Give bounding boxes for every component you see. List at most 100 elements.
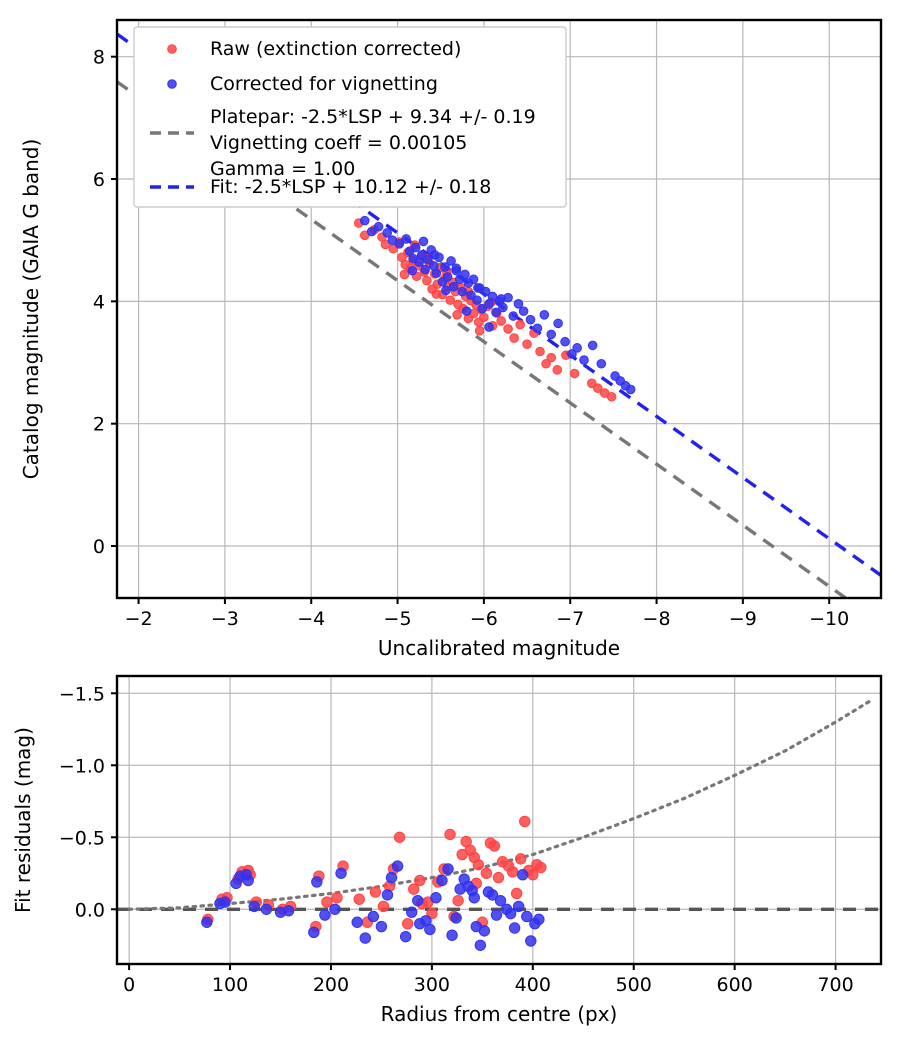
y-tick-label: −1.5: [59, 683, 105, 705]
scatter-series: [201, 860, 545, 951]
data-layer: [117, 698, 881, 951]
scatter-point: [452, 310, 462, 320]
scatter-point: [430, 892, 442, 904]
y-tick-label: −0.5: [59, 827, 105, 849]
scatter-point: [242, 874, 254, 887]
scatter-point: [494, 894, 507, 907]
y-tick-label: 8: [93, 47, 105, 69]
plot-frame: [115, 674, 883, 966]
scatter-point: [525, 935, 537, 947]
scatter-point: [431, 268, 442, 279]
plot-background: [117, 676, 881, 964]
legend-entry-label: Vignetting coeff = 0.00105: [210, 132, 467, 154]
y-axis-label: Catalog magnitude (GAIA G band): [19, 139, 43, 480]
x-axis-label: Uncalibrated magnitude: [378, 636, 620, 660]
scatter-point: [461, 306, 472, 316]
scatter-point: [431, 289, 442, 299]
scatter-point: [451, 263, 462, 274]
x-tick-label: 300: [414, 974, 450, 996]
scatter-point: [490, 909, 503, 921]
legend-entry-label: Gamma = 1.00: [210, 158, 355, 180]
scatter-point: [394, 239, 405, 249]
scatter-point: [506, 866, 519, 878]
scatter-point: [408, 883, 420, 895]
scatter-point: [460, 269, 470, 280]
x-tick-label: −4: [297, 608, 325, 630]
scatter-point: [472, 295, 482, 305]
scatter-point: [452, 894, 464, 907]
scatter-point: [498, 302, 508, 313]
scatter-point: [519, 815, 531, 828]
scatter-point: [503, 324, 513, 334]
scatter-point: [401, 917, 414, 930]
scatter-point: [401, 234, 411, 244]
x-tick-label: 200: [313, 974, 349, 996]
scatter-point: [429, 250, 440, 260]
legend-entry-label: Corrected for vignetting: [210, 73, 438, 95]
scatter-point: [335, 867, 347, 879]
scatter-point: [420, 264, 430, 275]
scatter-point: [522, 339, 532, 349]
scatter-point: [440, 262, 450, 272]
scatter-point: [525, 314, 536, 325]
scatter-point: [422, 254, 433, 265]
scatter-point: [477, 303, 487, 314]
scatter-point: [450, 912, 462, 924]
scatter-point: [446, 256, 456, 266]
scatter-point: [468, 274, 479, 285]
scatter-point: [532, 323, 543, 334]
scatter-point: [560, 336, 570, 347]
scatter-point: [587, 340, 598, 351]
scatter-point: [488, 840, 501, 852]
x-tick-label: −10: [809, 608, 849, 630]
scatter-point: [308, 926, 320, 939]
scatter-point: [442, 863, 454, 875]
scatter-point: [514, 853, 527, 865]
scatter-point: [319, 909, 331, 921]
x-tick-label: 700: [817, 974, 853, 996]
scatter-point: [468, 892, 480, 904]
scatter-point: [424, 923, 436, 936]
scatter-point: [535, 346, 545, 357]
scatter-point: [496, 294, 506, 304]
scatter-point: [572, 343, 582, 353]
scatter-point: [479, 312, 489, 323]
scatter-point: [596, 358, 607, 369]
scatter-point: [418, 236, 429, 247]
scatter-point: [512, 900, 525, 913]
x-tick-label: 100: [212, 974, 248, 996]
scatter-point: [248, 900, 260, 913]
scatter-point: [484, 322, 494, 332]
x-tick-label: −8: [643, 608, 671, 630]
scatter-point: [492, 871, 505, 884]
scatter-point: [311, 876, 323, 888]
scatter-point: [391, 860, 404, 872]
scatter-point: [282, 905, 295, 917]
scatter-point: [496, 316, 506, 326]
scatter-point: [367, 910, 380, 923]
scatter-point: [380, 239, 391, 250]
legend-frame: [133, 26, 567, 208]
scatter-point: [377, 900, 390, 913]
scatter-point: [373, 221, 384, 232]
scatter-point: [546, 329, 557, 340]
scatter-point: [414, 874, 426, 887]
y-tick-label: 0.0: [75, 899, 105, 921]
scatter-point: [201, 916, 213, 928]
x-tick-label: −2: [125, 608, 153, 630]
scatter-point: [487, 291, 498, 302]
legend-scatter-marker-red: [167, 44, 177, 54]
scatter-point: [375, 920, 388, 933]
legend: Raw (extinction corrected) Corrected for …: [133, 26, 567, 208]
scatter-point: [567, 349, 577, 359]
scatter-point: [329, 903, 341, 915]
scatter-point: [478, 925, 491, 937]
legend-scatter-marker-blue: [167, 79, 177, 89]
x-tick-label: −9: [729, 608, 757, 630]
scatter-point: [369, 886, 382, 898]
scatter-point: [407, 265, 418, 276]
x-tick-label: 600: [717, 974, 753, 996]
x-axis-label: Radius from centre (px): [381, 1002, 618, 1026]
panel-fit-residuals: 0 100 200 300 400 500 600 700 0.0 −0.5 −1.0 −1.5 Rad…: [11, 674, 883, 1026]
